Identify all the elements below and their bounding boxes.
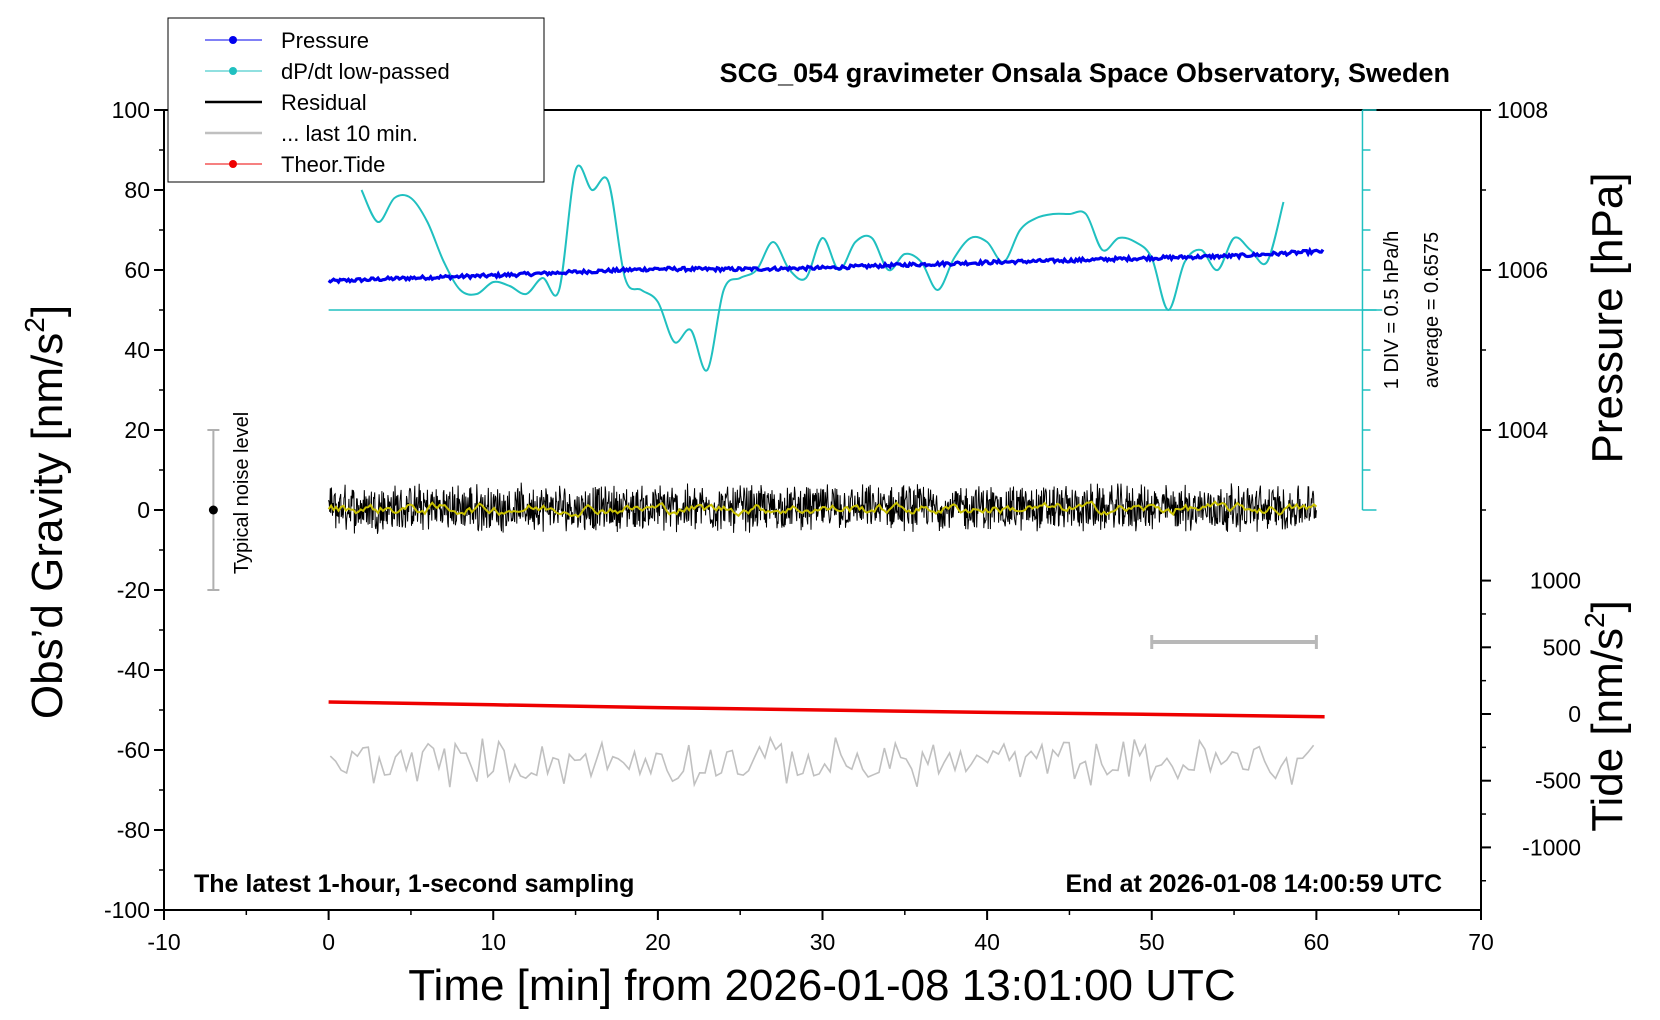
series-residual-line <box>328 482 1317 534</box>
tick-layer: -10 0 10 20 30 40 50 60 70-100-80-60-40-20020406… <box>104 97 1581 955</box>
annotation-layer <box>207 109 1383 649</box>
x-tick-label: 30 <box>810 929 836 955</box>
y-axis-label-left-sup: 2 <box>19 317 50 333</box>
legend-label: ... last 10 min. <box>281 121 418 146</box>
pressure-tick-label: 1008 <box>1497 97 1548 123</box>
y-axis-label-tide-sup: 2 <box>1579 612 1610 628</box>
series-pressure-line <box>327 246 1325 285</box>
series-last10-line <box>329 735 1315 788</box>
x-tick-label: 60 <box>1304 929 1330 955</box>
tide-tick-label: -1000 <box>1522 834 1581 860</box>
x-tick-label: 20 <box>645 929 671 955</box>
legend: Pressure dP/dt low-passed Residual ... last… <box>167 17 545 183</box>
x-tick-label: 0 <box>322 929 335 955</box>
chart-title: SCG_054 gravimeter Onsala Space Observat… <box>720 58 1450 88</box>
pressure-tick-label: 1006 <box>1497 257 1548 283</box>
legend-box <box>167 17 545 183</box>
x-axis-label: Time [min] from 2026-01-08 13:01:00 UTC <box>408 961 1235 1010</box>
legend-label: Residual <box>281 90 367 115</box>
series-tide-line <box>328 700 1325 719</box>
y-tick-label: 80 <box>124 177 150 203</box>
noise-bar-center <box>208 505 218 515</box>
y-axis-label-left: Obs’d Gravity [nm/s2] <box>19 305 72 719</box>
y-tick-label: -40 <box>117 657 150 683</box>
y-axis-label-tide-end: ] <box>1583 600 1632 612</box>
tide-tick-label: 500 <box>1543 634 1581 660</box>
x-tick-label: 70 <box>1468 929 1494 955</box>
y-tick-label: -20 <box>117 577 150 603</box>
y-tick-label: 60 <box>124 257 150 283</box>
x-tick-label: 40 <box>974 929 1000 955</box>
y-tick-label: 20 <box>124 417 150 443</box>
y-tick-label: -80 <box>117 817 150 843</box>
annotation-end-time: End at 2026-01-08 14:00:59 UTC <box>1065 870 1442 898</box>
series-layer <box>327 164 1325 788</box>
div-scale-label: 1 DIV = 0.5 hPa/h <box>1381 231 1403 389</box>
pressure-tick-label: 1004 <box>1497 417 1548 443</box>
noise-level-label: Typical noise level <box>231 412 253 574</box>
average-label: average = 0.6575 <box>1421 232 1443 388</box>
y-tick-label: -100 <box>104 897 150 923</box>
y-tick-label: 100 <box>112 97 150 123</box>
y-axis-label-tide-main: Tide [nm/s <box>1583 628 1632 832</box>
x-tick-label: -10 <box>147 929 180 955</box>
y-axis-label-left-main: Obs’d Gravity [nm/s <box>23 333 72 719</box>
y-tick-label: 40 <box>124 337 150 363</box>
legend-swatch-dot <box>229 67 237 75</box>
legend-swatch-dot <box>229 36 237 44</box>
legend-label: Pressure <box>281 28 369 53</box>
tide-tick-label: 0 <box>1568 701 1581 727</box>
x-tick-label: 10 <box>480 929 506 955</box>
tide-tick-label: -500 <box>1535 768 1581 794</box>
legend-label: Theor.Tide <box>281 152 385 177</box>
series-dpdt-line <box>360 164 1285 372</box>
x-tick-label: 50 <box>1139 929 1165 955</box>
y-tick-label: 0 <box>137 497 150 523</box>
y-axis-label-left-end: ] <box>23 305 72 317</box>
tide-tick-label: 1000 <box>1530 568 1581 594</box>
y-axis-label-pressure: Pressure [hPa] <box>1583 172 1632 463</box>
legend-swatch-dot <box>229 160 237 168</box>
legend-label: dP/dt low-passed <box>281 59 450 84</box>
y-tick-label: -60 <box>117 737 150 763</box>
series-residual-lowpass-line <box>327 500 1318 519</box>
annotation-sampling: The latest 1-hour, 1-second sampling <box>194 870 634 898</box>
y-axis-label-tide: Tide [nm/s2] <box>1579 600 1632 832</box>
legend-entries: Pressure dP/dt low-passed Residual ... last… <box>205 28 450 177</box>
